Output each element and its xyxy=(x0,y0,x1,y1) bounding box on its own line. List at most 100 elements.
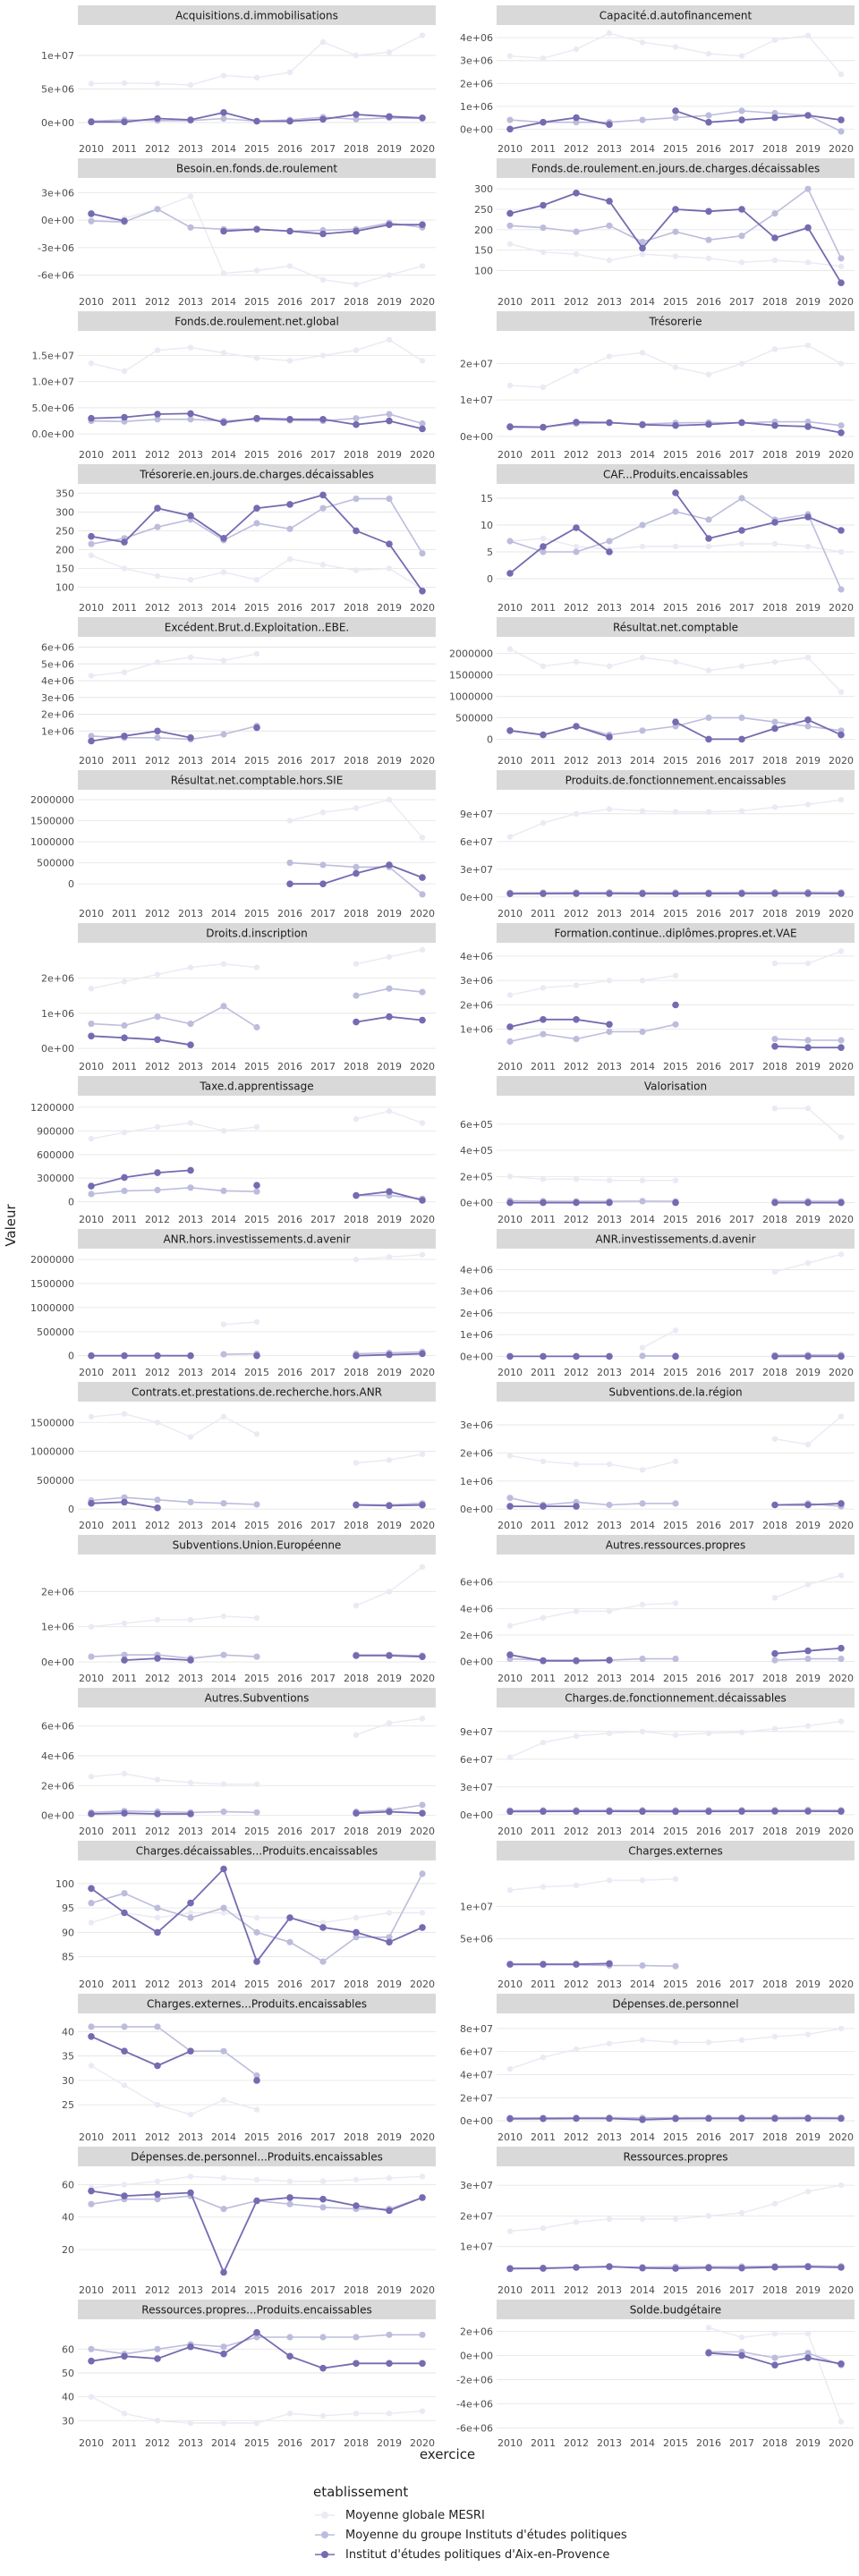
y-tick-label: 0 xyxy=(487,733,493,745)
data-point xyxy=(506,1651,514,1658)
data-point xyxy=(319,491,327,499)
series-line xyxy=(510,1963,676,1967)
data-point xyxy=(88,210,95,217)
data-point xyxy=(838,2360,845,2368)
x-tick-label: 2015 xyxy=(663,602,688,614)
facet-panel: Ressources.propres...Produits.encaissabl… xyxy=(62,2300,436,2449)
x-tick-label: 2010 xyxy=(79,1979,104,1990)
x-tick-label: 2018 xyxy=(344,1826,369,1837)
data-point xyxy=(353,2360,360,2368)
data-point xyxy=(771,37,778,43)
x-tick-label: 2019 xyxy=(377,1979,402,1990)
data-point xyxy=(540,1176,547,1182)
x-tick-label: 2014 xyxy=(630,2284,655,2296)
data-point xyxy=(319,2412,327,2419)
series-line xyxy=(509,648,842,693)
x-tick-label: 2014 xyxy=(630,755,655,767)
x-tick-label: 2018 xyxy=(344,1214,369,1225)
data-point xyxy=(672,206,679,213)
data-point xyxy=(386,2207,393,2215)
y-tick-label: 350 xyxy=(55,487,74,499)
data-point xyxy=(573,1882,580,1889)
x-tick-label: 2014 xyxy=(630,296,655,308)
series xyxy=(88,336,426,375)
data-point xyxy=(838,527,845,534)
x-tick-label: 2015 xyxy=(244,2437,269,2449)
data-point xyxy=(606,548,613,555)
series xyxy=(506,1656,845,1664)
data-point xyxy=(353,863,360,871)
data-point xyxy=(187,1498,194,1505)
x-tick-label: 2017 xyxy=(310,1673,336,1684)
x-tick-label: 2018 xyxy=(762,1826,787,1837)
x-tick-label: 2016 xyxy=(277,449,302,461)
data-point xyxy=(154,2196,161,2203)
x-tick-label: 2011 xyxy=(531,1673,556,1684)
data-point xyxy=(154,1186,161,1194)
x-tick-label: 2011 xyxy=(531,1061,556,1072)
facet-title: Trésorerie.en.jours.de.charges.décaissab… xyxy=(139,469,374,481)
data-point xyxy=(606,2216,613,2223)
series xyxy=(506,716,845,743)
x-tick-label: 2013 xyxy=(178,602,203,614)
data-point xyxy=(386,221,393,228)
x-tick-label: 2015 xyxy=(663,1061,688,1072)
data-point xyxy=(88,2023,95,2030)
data-point xyxy=(154,411,161,418)
series xyxy=(88,1411,426,1466)
data-point xyxy=(573,810,580,817)
data-point xyxy=(319,861,327,869)
data-point xyxy=(121,669,128,675)
y-tick-label: 3e+06 xyxy=(460,1286,493,1298)
series xyxy=(220,1251,426,1327)
data-point xyxy=(286,2200,293,2207)
x-tick-label: 2017 xyxy=(729,2131,754,2143)
data-point xyxy=(804,419,812,426)
series xyxy=(506,107,845,133)
legend-item: Moyenne globale MESRI xyxy=(313,2505,627,2525)
x-tick-label: 2014 xyxy=(211,1214,236,1225)
y-tick-label: -6e+06 xyxy=(38,270,74,282)
data-point xyxy=(738,2209,745,2216)
series xyxy=(705,2325,845,2425)
x-tick-label: 2017 xyxy=(310,296,336,308)
data-point xyxy=(154,80,161,87)
data-point xyxy=(506,1174,514,1180)
facet-panel: Charges.externes...Produits.encaissables… xyxy=(62,1994,436,2143)
data-point xyxy=(804,423,812,430)
x-tick-label: 2016 xyxy=(277,1367,302,1378)
series-line xyxy=(509,1107,842,1182)
data-point xyxy=(672,1021,679,1028)
facet-panel: ANR.hors.investissements.d.avenir 0 500000… xyxy=(30,1229,436,1378)
data-point xyxy=(804,185,812,192)
data-point xyxy=(573,1352,580,1360)
data-point xyxy=(540,1657,547,1665)
y-tick-label: 2e+06 xyxy=(460,1308,493,1319)
data-point xyxy=(771,257,778,264)
x-tick-label: 2017 xyxy=(310,908,336,919)
facet-panel: Autres.Subventions 0e+00 2e+06 4e+06 6e+06 20… xyxy=(41,1688,436,1837)
y-tick-label: 1000000 xyxy=(30,836,74,848)
y-tick-label: 6e+07 xyxy=(460,2046,493,2058)
data-point xyxy=(838,890,845,897)
x-tick-label: 2012 xyxy=(145,602,170,614)
data-point xyxy=(573,1608,580,1614)
data-point xyxy=(187,2419,194,2427)
x-tick-label: 2011 xyxy=(112,755,137,767)
x-tick-label: 2015 xyxy=(663,449,688,461)
data-point xyxy=(838,255,845,262)
data-point xyxy=(639,2116,646,2123)
series xyxy=(506,30,845,78)
x-tick-label: 2015 xyxy=(663,755,688,767)
y-tick-label: 1200000 xyxy=(30,1102,74,1114)
x-tick-label: 2014 xyxy=(630,602,655,614)
y-tick-label: 500000 xyxy=(455,712,493,724)
data-point xyxy=(540,1961,547,1968)
data-point xyxy=(639,1467,646,1473)
x-tick-label: 2013 xyxy=(178,1826,203,1837)
data-point xyxy=(705,208,712,216)
x-tick-label: 2015 xyxy=(244,449,269,461)
series-line xyxy=(509,492,842,574)
x-tick-label: 2013 xyxy=(597,1367,622,1378)
facet-strip xyxy=(497,311,855,331)
